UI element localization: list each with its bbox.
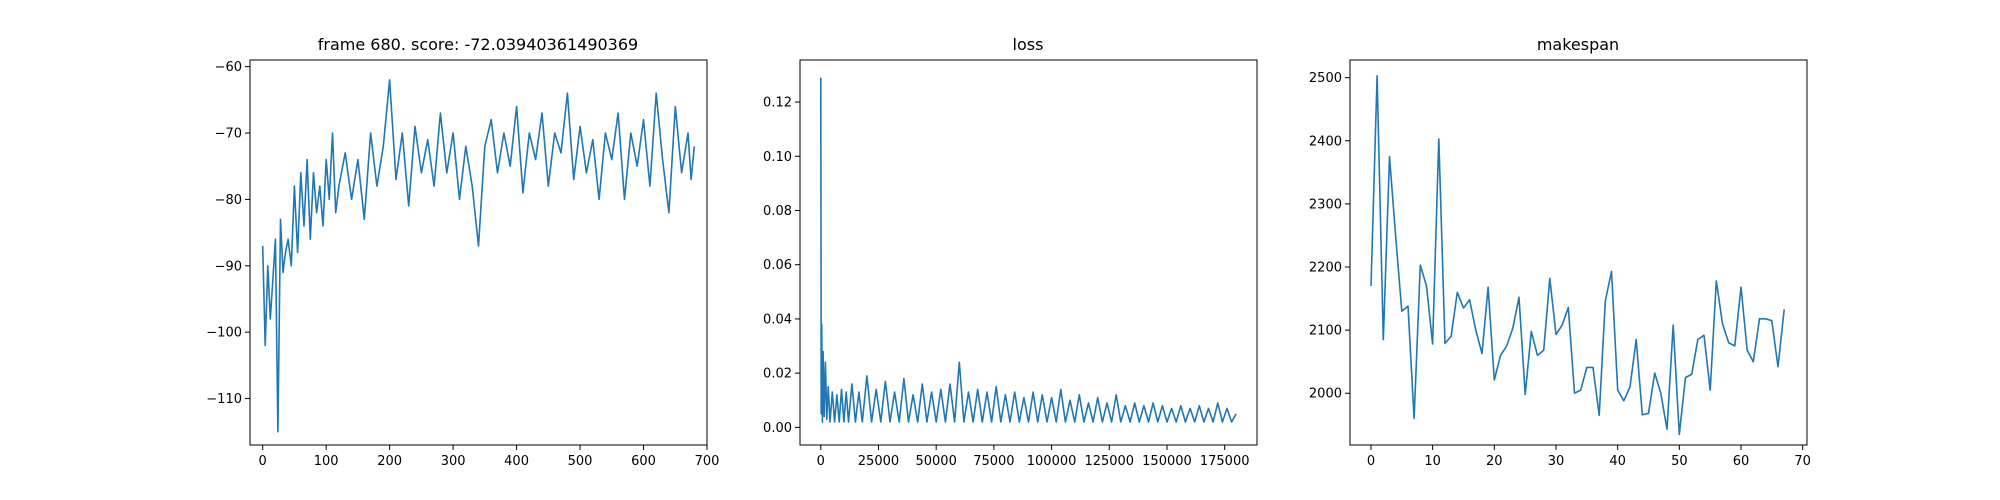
x-tick-label: 150000 <box>1142 454 1192 469</box>
y-tick-label: −70 <box>215 127 242 142</box>
x-tick-label: 100000 <box>1027 454 1077 469</box>
y-tick-label: 0.10 <box>763 150 792 165</box>
x-tick-label: 0 <box>259 454 267 469</box>
y-tick-label: 2100 <box>1309 324 1342 339</box>
axes-frame <box>799 59 1258 446</box>
chart-makespan: makespan 0 10 20 30 40 50 60 70 2000 2100 2200 2300… <box>1309 35 1811 469</box>
x-tick-label: 400 <box>504 454 529 469</box>
x-tick-label: 70 <box>1794 454 1811 469</box>
y-tick-label: 0.12 <box>763 96 792 111</box>
series-line <box>1370 75 1785 436</box>
x-tick-label: 700 <box>695 454 720 469</box>
x-tick-label: 200 <box>377 454 402 469</box>
makespan-plot-area: 0 10 20 30 40 50 60 70 2000 2100 2200 2300 2400 2500 <box>1309 71 1811 469</box>
axes-frame <box>1349 59 1808 446</box>
y-tick-label: 2000 <box>1309 387 1342 402</box>
chart-loss: loss 0 25000 50000 75000 100000 125000 150000 1… <box>763 35 1258 469</box>
axes-frame <box>249 59 708 446</box>
y-tick-label: −60 <box>215 60 242 75</box>
chart-title: makespan <box>1537 35 1619 54</box>
x-tick-label: 20 <box>1486 454 1503 469</box>
x-tick-label: 75000 <box>973 454 1014 469</box>
x-tick-label: 0 <box>1367 454 1375 469</box>
chart-title: loss <box>1013 35 1044 54</box>
x-tick-label: 50 <box>1671 454 1688 469</box>
y-tick-label: −110 <box>206 392 242 407</box>
y-tick-label: 0.02 <box>763 367 792 382</box>
y-tick-label: 2400 <box>1309 134 1342 149</box>
x-tick-label: 100 <box>314 454 339 469</box>
x-tick-label: 600 <box>631 454 656 469</box>
x-tick-label: 125000 <box>1084 454 1134 469</box>
series-line <box>819 77 1237 423</box>
y-tick-label: −100 <box>206 326 242 341</box>
score-plot-area: 0 100 200 300 400 500 600 700 −110 −100 −90 −80 −70 −… <box>206 60 719 469</box>
y-tick-label: 2300 <box>1309 197 1342 212</box>
series-line <box>261 79 696 433</box>
x-tick-label: 30 <box>1548 454 1565 469</box>
y-tick-label: 0.04 <box>763 312 792 327</box>
y-tick-label: 2500 <box>1309 71 1342 86</box>
y-tick-label: 2200 <box>1309 261 1342 276</box>
loss-plot-area: 0 25000 50000 75000 100000 125000 150000 175000… <box>763 77 1250 469</box>
chart-title: frame 680. score: -72.03940361490369 <box>318 35 638 54</box>
x-tick-label: 50000 <box>915 454 956 469</box>
x-tick-label: 0 <box>817 454 825 469</box>
x-tick-label: 60 <box>1733 454 1750 469</box>
y-tick-label: −90 <box>215 259 242 274</box>
y-tick-label: 0.00 <box>763 421 792 436</box>
x-tick-label: 300 <box>441 454 466 469</box>
x-tick-label: 175000 <box>1200 454 1250 469</box>
x-tick-label: 25000 <box>858 454 899 469</box>
y-tick-label: 0.08 <box>763 204 792 219</box>
x-tick-label: 40 <box>1609 454 1626 469</box>
y-tick-label: −80 <box>215 193 242 208</box>
x-tick-label: 500 <box>568 454 593 469</box>
y-tick-label: 0.06 <box>763 258 792 273</box>
x-tick-label: 10 <box>1424 454 1441 469</box>
chart-score: frame 680. score: -72.03940361490369 0 10… <box>206 35 719 469</box>
